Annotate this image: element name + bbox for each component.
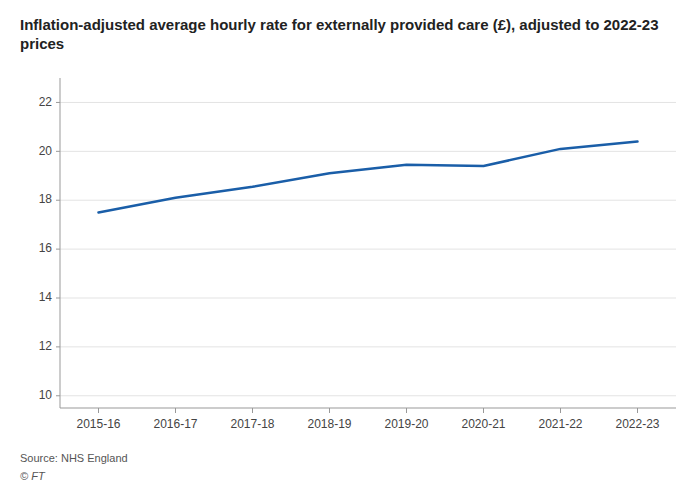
x-tick-label: 2015-16 <box>76 417 120 431</box>
y-tick <box>56 395 60 396</box>
y-axis: 10 12 14 16 18 20 22 <box>39 78 60 408</box>
y-tick-label: 22 <box>39 95 53 109</box>
chart-container: 10 12 14 16 18 20 22 2015-16 2016-17 2017-18 2018-… <box>0 0 700 500</box>
y-tick-label: 20 <box>39 144 53 158</box>
background <box>0 0 700 500</box>
y-tick-label: 14 <box>39 290 53 304</box>
grid-line <box>60 298 676 299</box>
grid-line <box>60 249 676 250</box>
x-tick <box>483 408 484 413</box>
x-tick <box>98 408 99 413</box>
x-tick <box>560 408 561 413</box>
x-tick-label: 2016-17 <box>153 417 197 431</box>
grid-line <box>60 102 676 103</box>
x-axis: 2015-16 2016-17 2017-18 2018-19 2019-20 2020-… <box>60 408 676 431</box>
y-tick-label: 16 <box>39 241 53 255</box>
x-tick-label: 2020-21 <box>461 417 505 431</box>
x-tick <box>329 408 330 413</box>
grid-line <box>60 346 676 347</box>
y-tick <box>56 200 60 201</box>
annotation: © FT <box>20 470 46 482</box>
y-tick <box>56 346 60 347</box>
grid-line <box>60 151 676 152</box>
x-tick <box>637 408 638 413</box>
annotation: Source: NHS England <box>20 452 128 464</box>
x-tick <box>406 408 407 413</box>
y-tick <box>56 102 60 103</box>
chart: 10 12 14 16 18 20 22 2015-16 2016-17 2017-18 2018-… <box>0 0 700 500</box>
y-tick <box>56 249 60 250</box>
y-tick-label: 12 <box>39 339 53 353</box>
y-tick <box>56 298 60 299</box>
y-tick-label: 18 <box>39 192 53 206</box>
data-line <box>99 142 638 213</box>
grid-line <box>60 395 676 396</box>
x-tick-label: 2017-18 <box>230 417 274 431</box>
grid <box>60 102 676 395</box>
y-tick <box>56 151 60 152</box>
grid-line <box>60 200 676 201</box>
plot-area <box>99 142 638 213</box>
x-tick-label: 2022-23 <box>615 417 659 431</box>
x-tick <box>175 408 176 413</box>
y-tick-label: 10 <box>39 388 53 402</box>
x-axis-line <box>60 408 676 409</box>
x-tick <box>252 408 253 413</box>
y-axis-line <box>60 78 61 408</box>
x-tick-label: 2021-22 <box>538 417 582 431</box>
title: Inflation-adjusted average hourly rate f… <box>20 16 659 52</box>
x-tick-label: 2019-20 <box>384 417 428 431</box>
x-tick-label: 2018-19 <box>307 417 351 431</box>
